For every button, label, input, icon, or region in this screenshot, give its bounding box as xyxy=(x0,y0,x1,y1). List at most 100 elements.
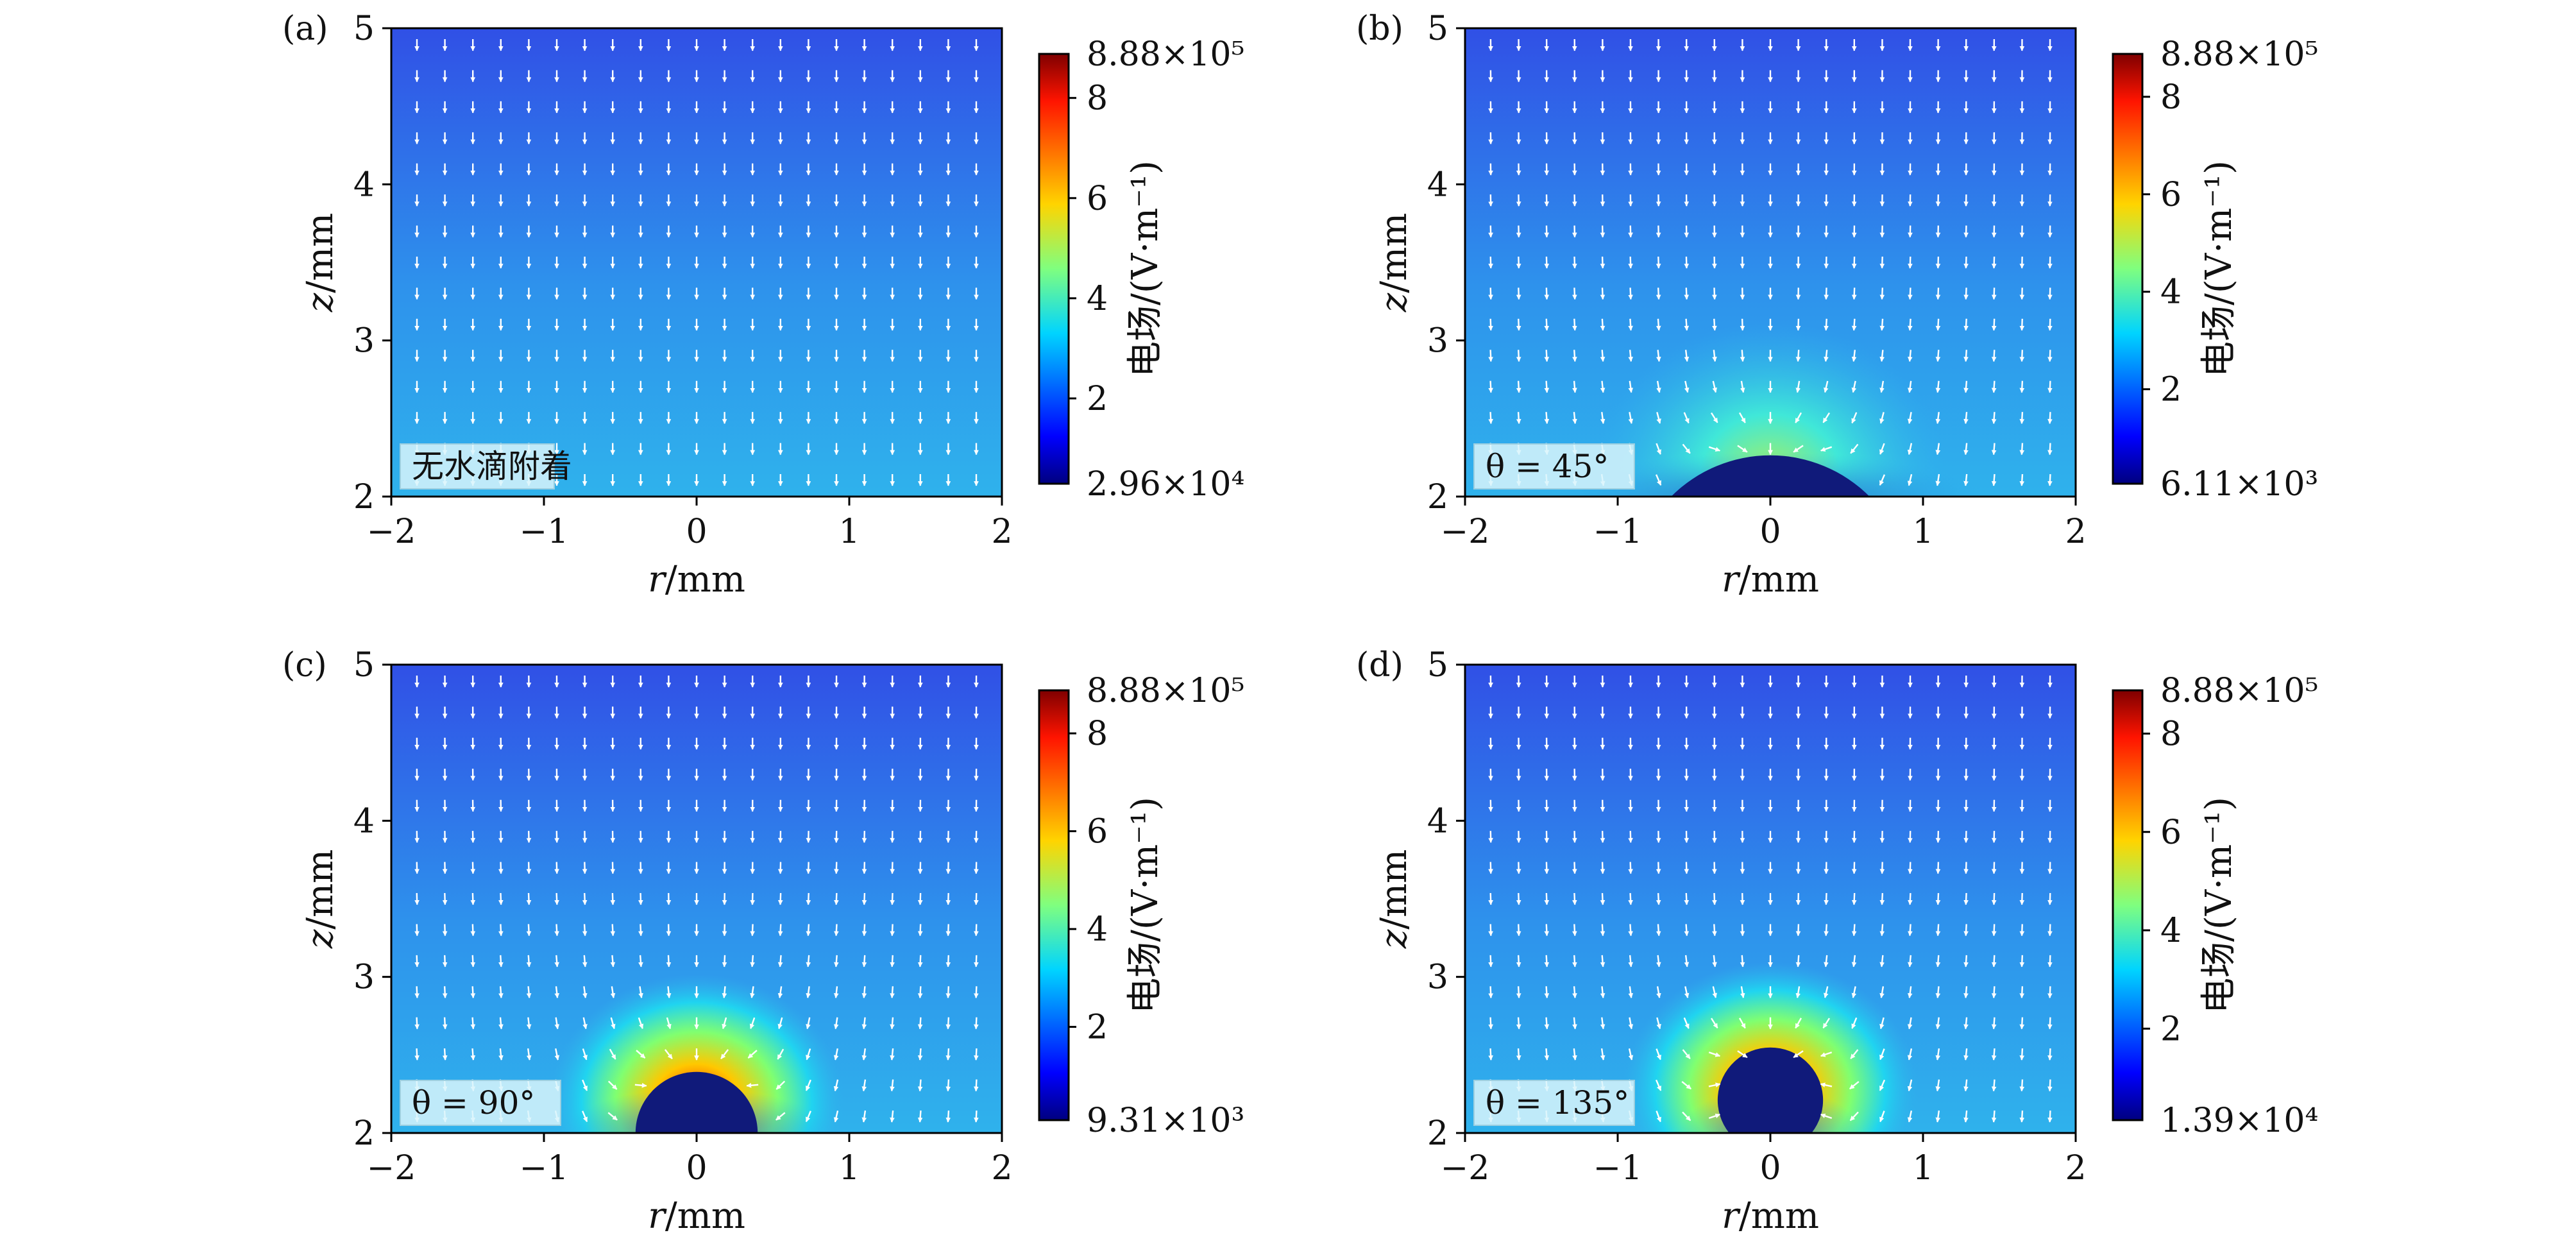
field-arrow xyxy=(1795,380,1801,393)
y-tick-label: 3 xyxy=(353,322,375,361)
field-arrow xyxy=(1795,318,1801,331)
field-arrow xyxy=(554,986,560,998)
field-arrow xyxy=(1600,986,1606,999)
y-axis-label: z/mm xyxy=(300,213,341,313)
field-arrow xyxy=(1572,1017,1577,1030)
field-arrow xyxy=(1712,986,1718,998)
colorbar-tick-label: 8 xyxy=(1087,715,1108,753)
y-tick-label: 4 xyxy=(1427,166,1448,204)
field-arrow xyxy=(1656,862,1661,874)
field-arrow xyxy=(1963,287,1969,300)
field-arrow xyxy=(582,1017,588,1030)
field-arrow xyxy=(1544,1017,1550,1030)
field-arrow xyxy=(833,1017,839,1030)
field-arrow xyxy=(1572,924,1577,937)
colorbar-gradient xyxy=(1038,689,1070,1121)
field-arrow xyxy=(2047,350,2053,362)
x-tick-label: −2 xyxy=(1441,1149,1490,1188)
field-arrow xyxy=(414,955,419,967)
field-arrow xyxy=(1544,256,1550,269)
field-arrow xyxy=(1879,474,1886,486)
field-arrow xyxy=(1738,1018,1746,1029)
field-arrow xyxy=(582,986,588,998)
field-arrow xyxy=(1544,862,1550,874)
field-arrow xyxy=(750,924,755,937)
field-arrow xyxy=(1572,892,1577,905)
field-arrow xyxy=(1656,1017,1661,1030)
y-axis-label: z/mm xyxy=(1373,849,1415,950)
panel-a: −2 −1 0 1 22345r/mmz/mm(a)无水滴附着24688.88×10⁵2… xyxy=(282,10,1244,600)
droplet xyxy=(1717,1047,1824,1133)
field-arrow xyxy=(1572,318,1577,331)
annotation-text: θ = 45° xyxy=(1486,448,1609,485)
field-arrow xyxy=(1935,412,1941,424)
field-arrow xyxy=(1963,256,1969,269)
field-arrow xyxy=(1795,350,1801,362)
field-arrow xyxy=(1600,380,1606,393)
x-axis-label: r/mm xyxy=(648,1195,745,1235)
field-arrow xyxy=(1628,1017,1634,1030)
field-arrow xyxy=(1572,287,1577,300)
field-arrow xyxy=(945,892,951,905)
field-arrow xyxy=(1963,862,1969,874)
field-arrow xyxy=(554,955,559,967)
colorbar-tick-label: 2 xyxy=(2160,371,2182,409)
field-arrow xyxy=(2047,955,2053,967)
field-arrow xyxy=(806,955,811,967)
field-arrow xyxy=(834,892,839,905)
field-arrow xyxy=(890,1079,895,1092)
field-arrow xyxy=(1851,1017,1858,1029)
field-arrow xyxy=(1879,287,1885,300)
field-arrow xyxy=(1823,986,1829,998)
field-map xyxy=(1465,28,2076,497)
annotation-box xyxy=(400,443,555,490)
field-arrow xyxy=(1516,892,1521,905)
field-map xyxy=(391,28,1002,497)
field-arrow xyxy=(1822,1018,1831,1028)
field-arrow xyxy=(1907,380,1913,393)
field-arrow xyxy=(498,1048,504,1060)
field-arrow xyxy=(498,1017,504,1030)
field-arrow xyxy=(1684,924,1690,937)
field-arrow xyxy=(1737,445,1748,453)
field-arrow xyxy=(1963,892,1969,905)
field-arrow xyxy=(746,1082,759,1088)
panel-label: (b) xyxy=(1356,10,1403,48)
field-arrow xyxy=(749,1017,756,1029)
field-arrow xyxy=(664,1049,673,1059)
field-arrow xyxy=(1600,412,1606,424)
annotation: 无水滴附着 xyxy=(400,443,572,490)
x-tick-label: 0 xyxy=(1759,1149,1781,1188)
panel-label: (c) xyxy=(282,646,327,685)
field-arrow xyxy=(1820,1113,1833,1119)
colorbar-label: 电场/(V·m⁻¹) xyxy=(2198,797,2240,1014)
field-arrow xyxy=(1963,1079,1969,1092)
field-arrow xyxy=(1849,1111,1859,1121)
x-tick-label: 2 xyxy=(2065,1149,2086,1188)
colorbar-max-label: 8.88×10⁵ xyxy=(2160,35,2318,74)
field-arrow xyxy=(1684,350,1690,362)
field-arrow xyxy=(1740,380,1745,393)
field-arrow xyxy=(1879,412,1885,424)
field-arrow xyxy=(1710,1018,1718,1028)
field-arrow xyxy=(1516,986,1521,999)
colorbar-label: 电场/(V·m⁻¹) xyxy=(1124,797,1166,1014)
field-arrow xyxy=(1935,1079,1941,1092)
colorbar-tick-label: 4 xyxy=(2160,273,2182,312)
field-arrow xyxy=(1793,1050,1804,1059)
field-arrow xyxy=(890,892,895,905)
field-arrow xyxy=(1851,955,1857,967)
field-arrow xyxy=(1708,1082,1721,1087)
colorbar-tick-label: 4 xyxy=(1087,910,1108,949)
field-arrow xyxy=(805,1079,811,1091)
field-arrow xyxy=(1712,318,1717,331)
field-arrow xyxy=(1907,1017,1913,1030)
field-arrow xyxy=(1907,473,1913,486)
field-arrow xyxy=(1824,955,1829,967)
field-arrow xyxy=(1684,955,1690,967)
field-arrow xyxy=(1684,318,1690,331)
field-arrow xyxy=(2047,892,2053,905)
droplet xyxy=(1671,455,1870,497)
field-arrow xyxy=(1907,1048,1913,1060)
field-arrow xyxy=(1544,380,1550,393)
